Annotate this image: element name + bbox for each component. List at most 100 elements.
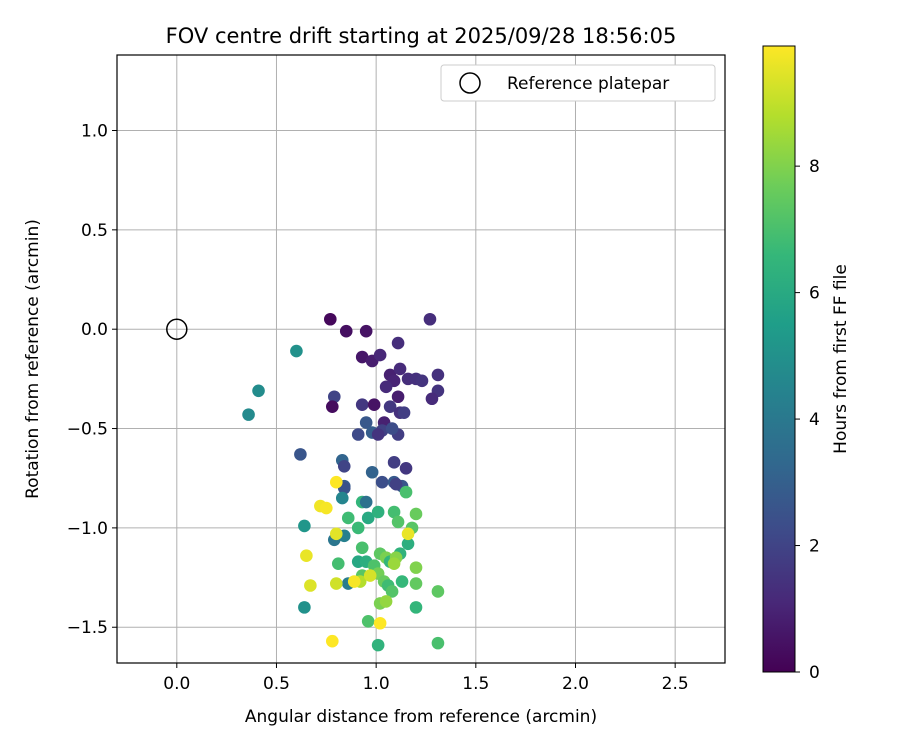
scatter-point: [399, 461, 413, 475]
scatter-point: [409, 577, 423, 590]
reference-marker: [166, 318, 188, 340]
scatter-point: [290, 344, 303, 358]
scatter-point: [252, 384, 265, 398]
scatter-point: [401, 527, 415, 541]
scatter-point: [373, 348, 387, 362]
scatter-points: [242, 312, 445, 652]
scatter-point: [325, 634, 339, 648]
x-axis-ticks: 0.0 0.5 1.0 1.5 2.0 2.5: [163, 663, 689, 694]
scatter-point: [335, 491, 349, 505]
scatter-point: [355, 350, 369, 364]
scatter-point: [387, 557, 401, 570]
scatter-point: [298, 519, 311, 533]
scatter-point: [300, 549, 313, 563]
scatter-point: [409, 561, 423, 574]
reference-marker-layer: [166, 318, 188, 340]
plot-frame: [116, 54, 726, 664]
scatter-point: [391, 390, 405, 404]
scatter-point: [431, 636, 445, 650]
legend-label: Reference platepar: [507, 74, 669, 94]
colorbar-tick-label: 4: [809, 410, 820, 430]
scatter-point: [361, 614, 375, 628]
scatter-point: [391, 336, 405, 350]
scatter-point: [298, 601, 311, 614]
scatter-point: [359, 495, 373, 509]
scatter-point: [379, 380, 393, 394]
y-tick-label: 1.0: [81, 122, 108, 142]
x-tick-label: 1.5: [462, 674, 489, 694]
scatter-point: [415, 374, 429, 388]
scatter-point: [355, 541, 369, 555]
scatter-point: [339, 324, 353, 338]
y-tick-label: −1.0: [67, 519, 108, 539]
colorbar-ticks: 0 2 4 6 8: [795, 157, 820, 683]
scatter-point: [399, 485, 413, 499]
scatter-point: [409, 507, 423, 521]
scatter-point: [385, 422, 399, 435]
scatter-point: [371, 505, 385, 519]
scatter-point: [341, 511, 355, 525]
scatter-point: [431, 368, 445, 382]
scatter-point: [320, 501, 333, 515]
scatter-point: [329, 577, 343, 590]
chart-title: FOV centre drift starting at 2025/09/28 …: [166, 24, 677, 48]
colorbar-tick-label: 6: [809, 284, 820, 304]
scatter-point: [375, 475, 389, 489]
scatter-point: [329, 475, 343, 489]
scatter-point: [401, 537, 415, 551]
scatter-point: [304, 579, 317, 592]
y-tick-label: −1.5: [67, 618, 108, 638]
scatter-point: [431, 585, 445, 598]
scatter-point: [351, 521, 365, 535]
scatter-point: [359, 416, 373, 429]
scatter-point: [351, 428, 365, 441]
x-axis-label: Angular distance from reference (arcmin): [245, 707, 597, 727]
colorbar-tick-label: 0: [809, 663, 820, 683]
scatter-point: [361, 511, 375, 525]
scatter-point: [385, 585, 399, 598]
scatter-point: [359, 324, 373, 338]
scatter-point: [387, 456, 401, 469]
scatter-point: [337, 459, 351, 473]
scatter-point: [387, 505, 401, 519]
scatter-point: [294, 448, 307, 461]
y-axis-ticks: 1.0 0.5 0.0 −0.5 −1.0 −1.5: [67, 122, 117, 638]
colorbar-label: Hours from first FF file: [831, 264, 851, 454]
x-tick-label: 2.5: [662, 674, 689, 694]
scatter-point: [329, 527, 343, 541]
scatter-point: [331, 557, 345, 570]
scatter-point: [371, 638, 385, 652]
scatter-point: [389, 477, 403, 491]
legend-marker-icon: [459, 72, 481, 94]
scatter-point: [242, 408, 255, 421]
x-tick-label: 0.5: [263, 674, 290, 694]
scatter-point: [391, 515, 405, 529]
colorbar-tick-label: 8: [809, 157, 820, 177]
x-tick-label: 0.0: [163, 674, 190, 694]
scatter-point: [373, 616, 387, 630]
scatter-point: [371, 428, 385, 441]
scatter-point: [409, 601, 423, 614]
scatter-point: [367, 398, 381, 411]
x-tick-label: 1.0: [363, 674, 390, 694]
legend: Reference platepar: [440, 64, 716, 102]
scatter-point: [395, 575, 409, 588]
colorbar: [762, 45, 796, 673]
scatter-point: [423, 312, 437, 326]
y-tick-label: 0.5: [81, 221, 108, 241]
scatter-point: [325, 400, 339, 413]
y-tick-label: −0.5: [67, 420, 108, 440]
scatter-point: [397, 406, 411, 419]
y-tick-label: 0.0: [81, 320, 108, 340]
scatter-point: [393, 362, 407, 376]
scatter-point: [355, 398, 369, 411]
scatter-point: [363, 569, 377, 582]
scatter-point: [347, 575, 361, 588]
y-axis-label: Rotation from reference (arcmin): [23, 219, 43, 499]
colorbar-tick-label: 2: [809, 537, 820, 557]
x-tick-label: 2.0: [562, 674, 589, 694]
grid-lines: [117, 55, 725, 663]
scatter-point: [425, 392, 439, 406]
scatter-point: [383, 400, 397, 413]
